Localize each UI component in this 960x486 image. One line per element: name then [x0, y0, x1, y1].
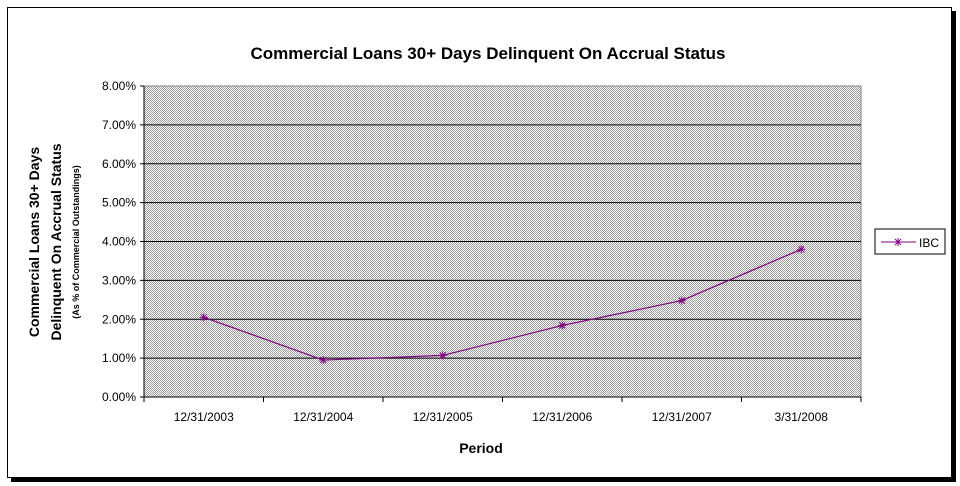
data-point: [438, 351, 447, 360]
legend-label: IBC: [919, 236, 939, 250]
x-tick-label: 12/31/2007: [652, 410, 712, 424]
data-point: [199, 313, 208, 322]
gridlines: [144, 124, 861, 359]
data-point: [558, 321, 567, 330]
y-axis-note-group: (As % of Commercial Outstandings): [71, 165, 81, 319]
y-axis-label-line2-group: Delinquent On Accrual Status: [48, 143, 64, 340]
y-tick-label: 6.00%: [102, 157, 136, 171]
x-tick-label: 12/31/2005: [413, 410, 473, 424]
x-tick-label: 12/31/2006: [532, 410, 592, 424]
legend: IBC: [874, 228, 946, 255]
data-point: [797, 245, 806, 254]
y-axis-label-line1: Commercial Loans 30+ Days: [26, 147, 42, 337]
data-point: [319, 356, 328, 365]
legend-marker-star: [894, 238, 902, 246]
x-axis-ticks: 12/31/2003 12/31/2004 12/31/2005 12/31/2006…: [143, 396, 862, 424]
data-point: [677, 296, 686, 305]
y-axis-label-line2: Delinquent On Accrual Status: [48, 143, 64, 340]
x-tick-label: 12/31/2003: [174, 410, 234, 424]
x-axis-label: Period: [459, 440, 503, 456]
series-line: [203, 248, 802, 361]
y-tick-label: 7.00%: [102, 118, 136, 132]
legend-marker: [894, 238, 902, 246]
y-tick-label: 2.00%: [102, 312, 136, 326]
y-tick-label: 3.00%: [102, 273, 136, 287]
x-tick-label: 12/31/2004: [293, 410, 353, 424]
y-axis-label: Commercial Loans 30+ Days: [26, 147, 42, 337]
series-layer: [199, 245, 806, 365]
y-tick-label: 4.00%: [102, 235, 136, 249]
y-tick-label: 0.00%: [102, 390, 136, 404]
y-tick-label: 5.00%: [102, 196, 136, 210]
chart-title: Commercial Loans 30+ Days Delinquent On …: [250, 44, 725, 63]
y-tick-label: 1.00%: [102, 351, 136, 365]
y-tick-label: 8.00%: [102, 79, 136, 93]
x-tick-label: 3/31/2008: [775, 410, 829, 424]
y-axis-note: (As % of Commercial Outstandings): [71, 165, 81, 319]
y-axis-ticks: 0.00% 1.00% 2.00% 3.00% 4.00% 5.00% 6.00% 7.00%…: [102, 79, 145, 404]
